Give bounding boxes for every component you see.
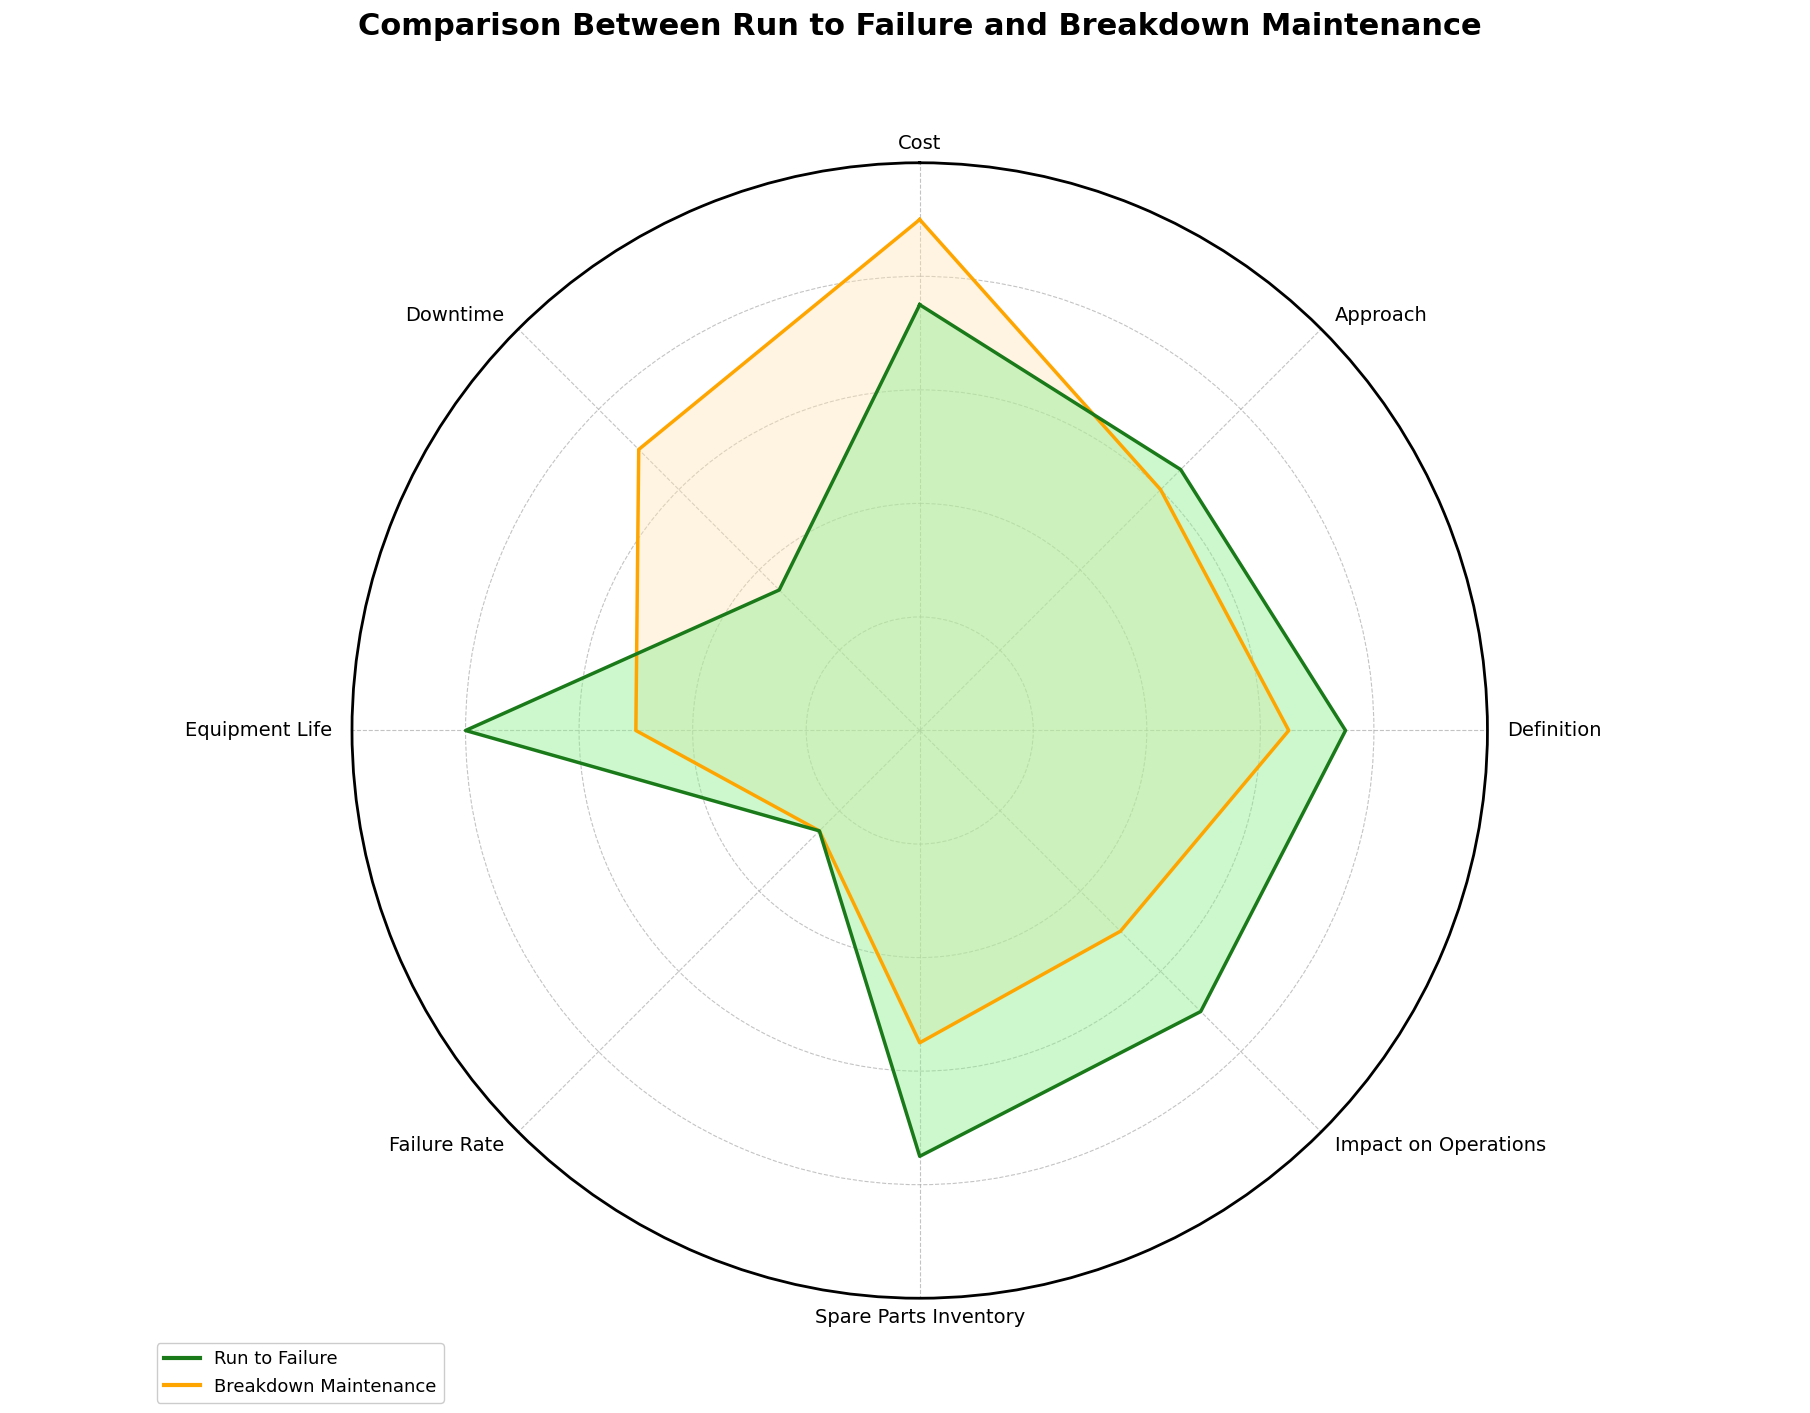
Legend: Run to Failure, Breakdown Maintenance: Run to Failure, Breakdown Maintenance <box>157 1344 443 1403</box>
Polygon shape <box>465 305 1345 1156</box>
Polygon shape <box>635 219 1289 1043</box>
Title: Comparison Between Run to Failure and Breakdown Maintenance: Comparison Between Run to Failure and Br… <box>358 11 1482 41</box>
